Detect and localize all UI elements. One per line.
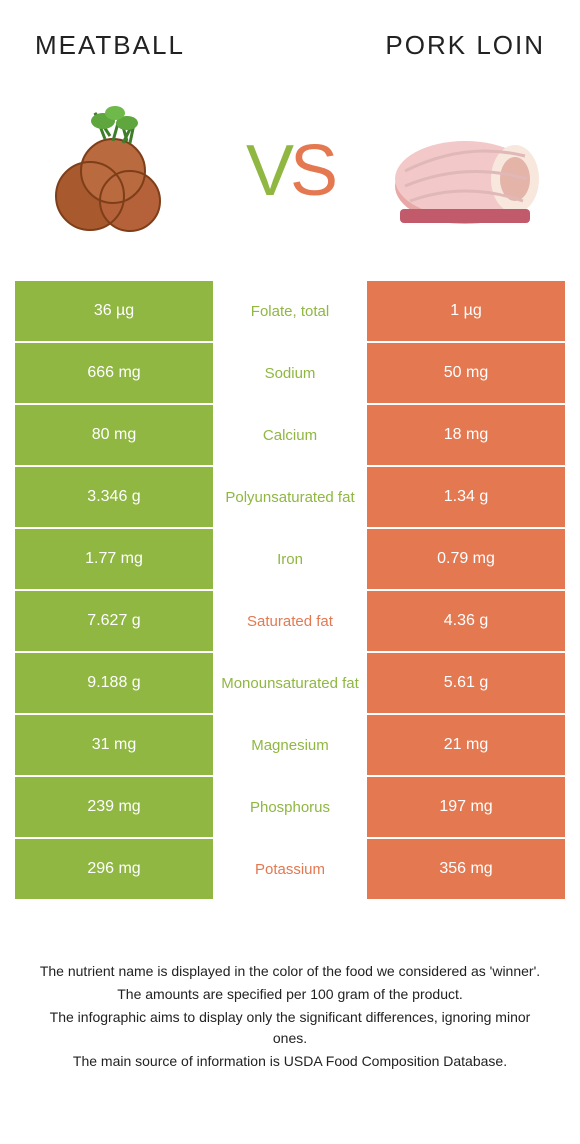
footer-line-2: The amounts are specified per 100 gram o… [35,984,545,1005]
cell-left-value: 31 mg [15,715,213,775]
header-row: Meatball Pork loin [15,0,565,71]
cell-right-value: 0.79 mg [367,529,565,589]
cell-nutrient-name: Saturated fat [213,591,367,651]
footer-line-3: The infographic aims to display only the… [35,1007,545,1049]
cell-right-value: 197 mg [367,777,565,837]
cell-nutrient-name: Potassium [213,839,367,899]
cell-left-value: 239 mg [15,777,213,837]
table-row: 36 µgFolate, total1 µg [15,281,565,341]
cell-left-value: 7.627 g [15,591,213,651]
cell-nutrient-name: Iron [213,529,367,589]
cell-nutrient-name: Polyunsaturated fat [213,467,367,527]
vs-label: VS [246,130,334,212]
cell-right-value: 4.36 g [367,591,565,651]
cell-right-value: 21 mg [367,715,565,775]
cell-nutrient-name: Monounsaturated fat [213,653,367,713]
cell-left-value: 3.346 g [15,467,213,527]
cell-nutrient-name: Folate, total [213,281,367,341]
table-row: 7.627 gSaturated fat4.36 g [15,591,565,651]
table-row: 239 mgPhosphorus197 mg [15,777,565,837]
cell-nutrient-name: Calcium [213,405,367,465]
cell-left-value: 666 mg [15,343,213,403]
nutrient-table: 36 µgFolate, total1 µg666 mgSodium50 mg8… [15,281,565,899]
cell-left-value: 80 mg [15,405,213,465]
footer-notes: The nutrient name is displayed in the co… [15,901,565,1072]
cell-nutrient-name: Magnesium [213,715,367,775]
table-row: 9.188 gMonounsaturated fat5.61 g [15,653,565,713]
vs-v: V [246,131,290,211]
table-row: 296 mgPotassium356 mg [15,839,565,899]
cell-left-value: 9.188 g [15,653,213,713]
cell-left-value: 296 mg [15,839,213,899]
table-row: 1.77 mgIron0.79 mg [15,529,565,589]
cell-right-value: 18 mg [367,405,565,465]
cell-right-value: 50 mg [367,343,565,403]
footer-line-1: The nutrient name is displayed in the co… [35,961,545,982]
title-left: Meatball [35,30,185,61]
infographic-container: Meatball Pork loin VS [0,0,580,1104]
images-row: VS [15,71,565,281]
cell-right-value: 1 µg [367,281,565,341]
cell-right-value: 356 mg [367,839,565,899]
table-row: 31 mgMagnesium21 mg [15,715,565,775]
table-row: 80 mgCalcium18 mg [15,405,565,465]
vs-s: S [290,131,334,211]
meatball-image [35,91,195,251]
table-row: 3.346 gPolyunsaturated fat1.34 g [15,467,565,527]
footer-line-4: The main source of information is USDA F… [35,1051,545,1072]
cell-right-value: 1.34 g [367,467,565,527]
cell-left-value: 36 µg [15,281,213,341]
cell-nutrient-name: Sodium [213,343,367,403]
cell-right-value: 5.61 g [367,653,565,713]
table-row: 666 mgSodium50 mg [15,343,565,403]
title-right: Pork loin [385,30,545,61]
cell-nutrient-name: Phosphorus [213,777,367,837]
porkloin-image [385,91,545,251]
cell-left-value: 1.77 mg [15,529,213,589]
